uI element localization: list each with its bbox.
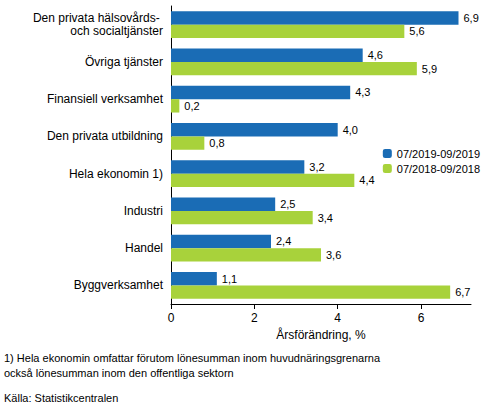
svg-text:1) Hela ekonomin omfattar föru: 1) Hela ekonomin omfattar förutom lönesu… xyxy=(4,352,383,364)
svg-text:6,7: 6,7 xyxy=(455,286,470,298)
svg-text:Övriga tjänster: Övriga tjänster xyxy=(85,55,163,69)
svg-text:Hela ekonomin 1): Hela ekonomin 1) xyxy=(69,167,163,181)
svg-text:1,1: 1,1 xyxy=(222,273,237,285)
svg-text:4,3: 4,3 xyxy=(355,86,370,98)
svg-text:Den privata utbildning: Den privata utbildning xyxy=(47,129,163,143)
svg-text:2,5: 2,5 xyxy=(280,198,295,210)
svg-text:07/2019-09/2019: 07/2019-09/2019 xyxy=(397,148,480,160)
svg-text:0,8: 0,8 xyxy=(209,137,224,149)
svg-text:och socialtjänster: och socialtjänster xyxy=(70,24,163,38)
svg-text:3,6: 3,6 xyxy=(326,249,341,261)
svg-text:Finansiell verksamhet: Finansiell verksamhet xyxy=(47,92,164,106)
svg-text:3,2: 3,2 xyxy=(309,161,324,173)
svg-text:0,2: 0,2 xyxy=(184,100,199,112)
svg-text:6: 6 xyxy=(418,311,425,325)
svg-text:också lönesumman inom den offe: också lönesumman inom den offentliga sek… xyxy=(4,367,234,379)
svg-text:Industri: Industri xyxy=(124,204,163,218)
svg-text:2,4: 2,4 xyxy=(276,235,291,247)
svg-text:4,0: 4,0 xyxy=(343,124,358,136)
svg-text:5,6: 5,6 xyxy=(409,25,424,37)
svg-text:6,9: 6,9 xyxy=(464,12,479,24)
svg-text:2: 2 xyxy=(251,311,258,325)
svg-text:5,9: 5,9 xyxy=(422,63,437,75)
svg-text:Byggverksamhet: Byggverksamhet xyxy=(74,278,164,292)
svg-text:Den privata hälsovårds-: Den privata hälsovårds- xyxy=(33,11,163,25)
svg-text:4,6: 4,6 xyxy=(368,49,383,61)
svg-text:4: 4 xyxy=(334,311,341,325)
svg-text:4,4: 4,4 xyxy=(359,174,374,186)
svg-text:Årsförändring, %: Årsförändring, % xyxy=(276,327,366,342)
svg-text:Handel: Handel xyxy=(125,241,163,255)
svg-text:07/2018-09/2018: 07/2018-09/2018 xyxy=(397,163,480,175)
svg-text:Källa: Statistikcentralen: Källa: Statistikcentralen xyxy=(4,392,118,404)
svg-text:0: 0 xyxy=(168,311,175,325)
svg-text:3,4: 3,4 xyxy=(318,212,333,224)
